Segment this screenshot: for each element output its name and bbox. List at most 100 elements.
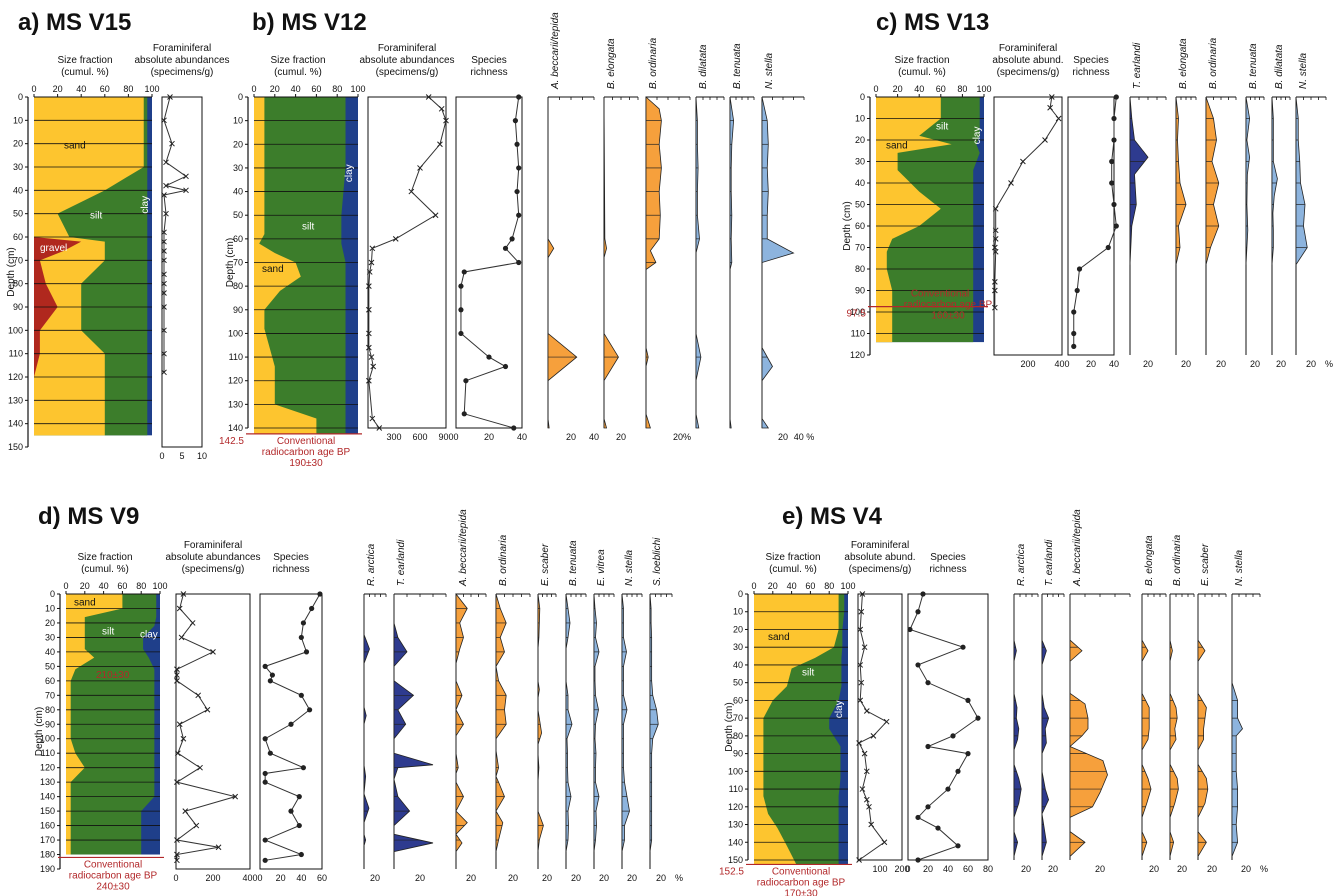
size-fraction-tick: 60 (805, 581, 815, 591)
conventional-label: Conventional (84, 859, 142, 870)
silt-area (254, 97, 346, 434)
silt-label: silt (90, 210, 102, 221)
abundance-point (443, 117, 449, 124)
species-name: T. earlandi (1132, 42, 1143, 89)
abundance-point (161, 257, 167, 264)
depth-tick: 130 (8, 395, 23, 405)
size-fraction-tick: 0 (751, 581, 756, 591)
depth-tick: 10 (13, 115, 23, 125)
richness-point (512, 118, 519, 124)
depth-tick: 80 (855, 264, 865, 274)
clay-label: clay (972, 127, 983, 145)
species-name: N. stella (624, 549, 635, 586)
species-area (603, 96, 619, 429)
species-name: N. stella (764, 52, 775, 89)
depth-tick: 120 (40, 763, 55, 773)
species-area (1231, 594, 1243, 857)
species-header: richness (470, 67, 507, 78)
richness-point (915, 814, 921, 821)
abundance-tick: 0 (159, 451, 164, 461)
foram-header: Foraminiferal (999, 43, 1057, 54)
abundance-point (992, 227, 999, 234)
depth-tick: 10 (45, 603, 55, 613)
clay-label: clay (140, 196, 151, 214)
depth-tick: 130 (728, 820, 743, 830)
depth-tick: 90 (45, 719, 55, 729)
richness-point (262, 779, 268, 785)
species-name: R. arctica (1016, 543, 1027, 586)
richness-point (1071, 343, 1077, 349)
profile-frame (1067, 96, 1115, 356)
age-value: 160±30 (931, 311, 965, 322)
species-tick: 20 (571, 873, 581, 883)
size-fraction-tick: 20 (893, 84, 903, 94)
size-fraction-header: Size fraction (765, 552, 820, 563)
percent-label: % (1260, 864, 1268, 874)
species-tick: 20 (778, 432, 788, 442)
depth-tick: 0 (50, 589, 55, 599)
depth-tick: 50 (855, 200, 865, 210)
abundance-point (176, 605, 183, 612)
cumul-header: (cumul. %) (61, 67, 109, 78)
abundance-point (1047, 104, 1053, 111)
depth-tick: 10 (733, 607, 743, 617)
species-header: richness (272, 564, 309, 575)
silt-label: silt (936, 121, 948, 132)
size-fraction-tick: 60 (100, 84, 110, 94)
richness-point (267, 678, 273, 684)
depth-tick: 170 (40, 835, 55, 845)
size-fraction-tick: 100 (144, 84, 159, 94)
depth-tick: 0 (738, 589, 743, 599)
richness-point (298, 634, 304, 641)
foram-header: absolute abundances (359, 55, 454, 66)
abundance-point (174, 750, 181, 757)
richness-point (511, 425, 517, 431)
size-fraction-tick: 100 (840, 581, 855, 591)
richness-point (502, 363, 509, 370)
richness-point (262, 857, 268, 863)
foram-header: (specimens/g) (376, 67, 439, 78)
size-fraction-tick: 40 (99, 581, 109, 591)
age-value: 240±30 (96, 881, 130, 892)
richness-tick: 0 (905, 864, 910, 874)
species-name: A. beccarii/tepida (1072, 509, 1083, 587)
depth-tick: 90 (855, 286, 865, 296)
depth-tick: 70 (45, 690, 55, 700)
species-area (1175, 96, 1187, 265)
abundance-point (161, 290, 167, 296)
size-fraction-tick: 20 (270, 84, 280, 94)
species-area (537, 593, 544, 852)
abundance-point (863, 708, 870, 714)
abundance-point (178, 634, 185, 641)
clay-label: clay (344, 164, 355, 182)
richness-point (935, 825, 941, 831)
depth-tick: 130 (228, 399, 243, 409)
richness-point (296, 794, 302, 800)
profile-frame (259, 593, 323, 870)
panel-title: b) MS V12 (252, 9, 367, 36)
richness-tick: 20 (276, 873, 286, 883)
richness-point (509, 236, 515, 242)
depth-tick: 120 (850, 350, 865, 360)
species-name: B. elongata (606, 38, 617, 89)
depth-tick: 120 (228, 376, 243, 386)
abundance-point (197, 764, 203, 771)
abundance-point (163, 159, 169, 166)
abundance-point (193, 822, 200, 829)
depth-tick: 30 (733, 642, 743, 652)
abundance-point (858, 679, 865, 686)
abundance-tick: 300 (386, 432, 401, 442)
species-tick: 20 (466, 873, 476, 883)
species-tick: 20 (508, 873, 518, 883)
richness-tick: 40 (517, 432, 527, 442)
species-tick: 20 (566, 432, 576, 442)
abundance-point (161, 192, 167, 198)
species-name: E. scaber (540, 543, 551, 586)
depth-tick: 140 (40, 792, 55, 802)
richness-line (460, 96, 520, 429)
richness-point (1109, 180, 1115, 186)
abundance-tick: 0 (173, 873, 178, 883)
abundance-point (161, 327, 167, 334)
species-area (649, 593, 659, 852)
depth-tick: 60 (45, 676, 55, 686)
